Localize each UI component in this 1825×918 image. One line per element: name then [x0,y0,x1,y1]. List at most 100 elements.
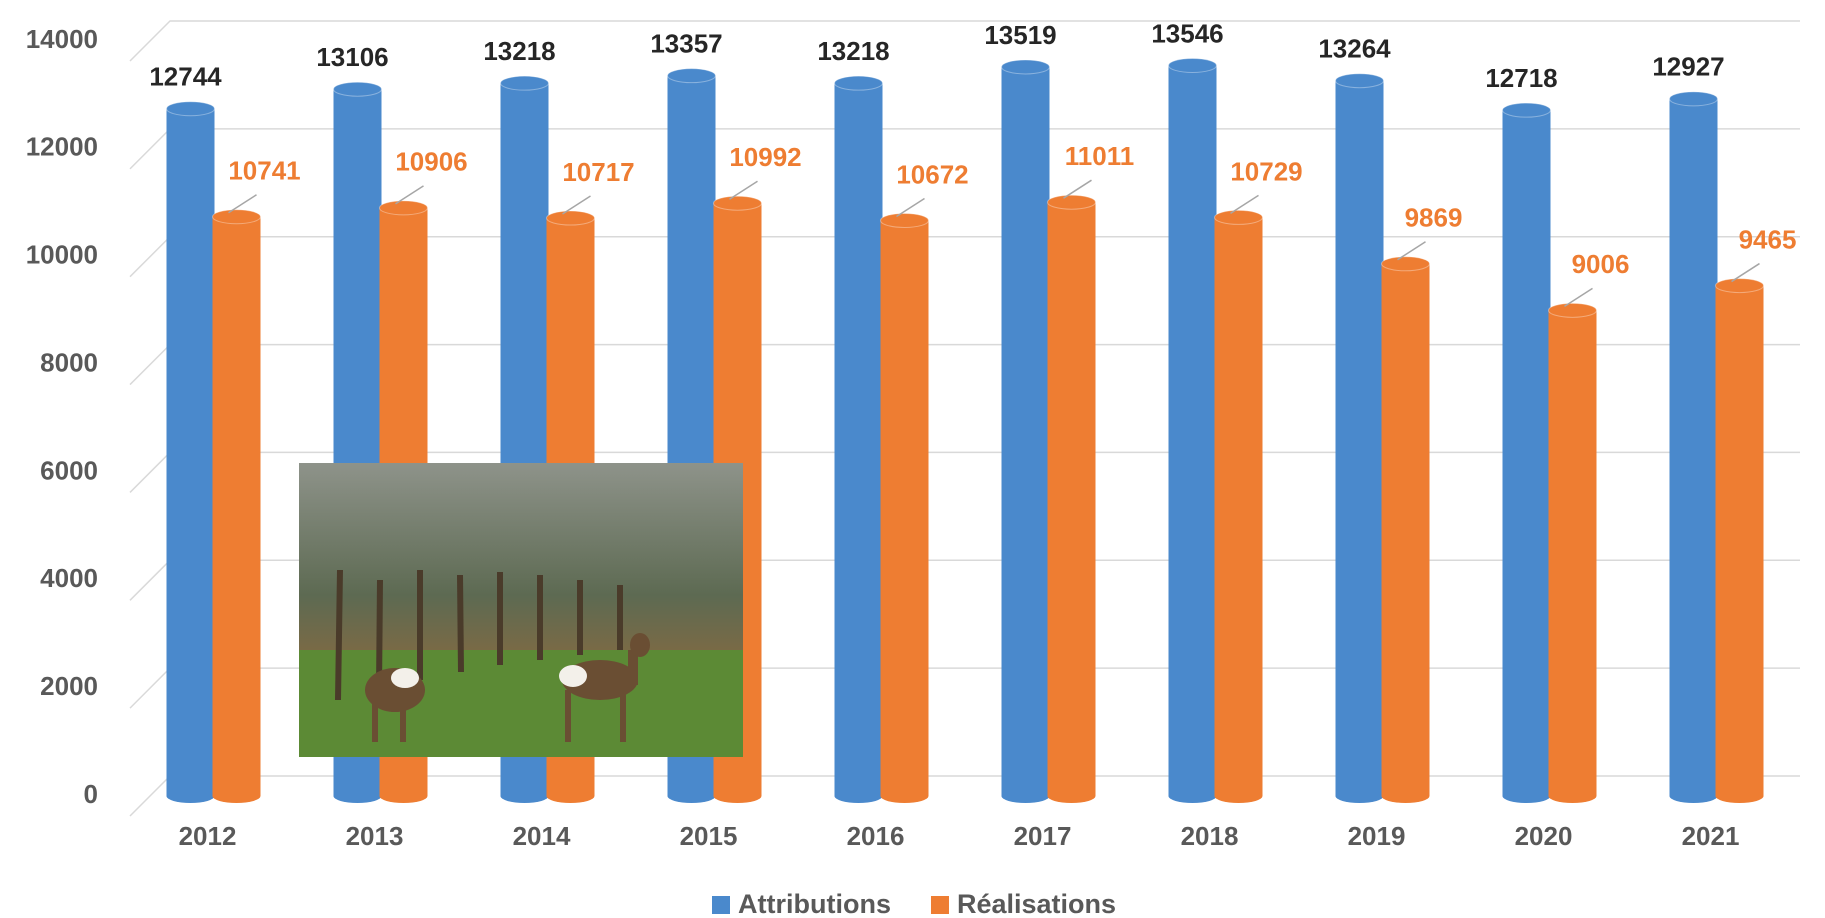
bar-body [1047,202,1096,804]
bar [1381,256,1430,804]
data-label: 12927 [1652,52,1724,82]
leader-line [395,185,424,205]
y-tick-label: 10000 [26,240,98,270]
bar [1168,57,1217,804]
bar [212,209,261,804]
bar [880,212,929,804]
leader-line [1230,194,1259,215]
x-tick-label: 2021 [1682,821,1740,851]
bar-top [212,209,261,225]
data-label: 13218 [817,36,889,66]
bar-top [546,210,595,226]
x-tick-label: 2017 [1014,821,1072,851]
legend-swatch [930,896,949,914]
data-label: 13357 [650,29,722,59]
data-label: 12718 [1485,63,1557,93]
bar [1001,59,1050,804]
bar-top [166,101,215,117]
data-label: 10729 [1230,156,1302,186]
bar-body [1715,285,1764,804]
photo-grass [299,650,743,757]
data-label: 10672 [896,159,968,189]
bar-body [1502,110,1551,804]
y-tick-label: 4000 [40,563,98,593]
bar-body [1381,263,1430,804]
data-label: 13519 [984,20,1056,50]
y-tick-label: 12000 [26,132,98,162]
bar-top [667,68,716,84]
bar [1502,102,1551,804]
x-tick-label: 2020 [1515,821,1573,851]
data-label: 10906 [395,147,467,177]
inset-photo [299,463,743,757]
bar-body [1168,65,1217,804]
photo-deer [365,633,650,742]
x-tick-label: 2015 [680,821,738,851]
data-label: 9869 [1405,203,1463,233]
leader-line [1564,287,1593,307]
y-tick-label: 0 [84,779,98,809]
labels: 0 2000 4000 6000 8000 10000 12000 14000 2012 1274… [26,18,1797,918]
bar-top [379,200,428,216]
leader-line [1063,179,1092,199]
leader-line [1397,241,1426,261]
bar-top [1214,209,1263,225]
bar-top [1669,91,1718,107]
data-label: 13546 [1151,18,1223,48]
bar [1669,91,1718,804]
x-tick-label: 2018 [1181,821,1239,851]
leader-line [729,180,758,200]
plot-area [129,20,1800,817]
leader-line [1731,262,1760,283]
bar-top [834,75,883,91]
legend-label: Attributions [738,889,891,918]
legend-swatch [712,896,730,914]
data-label: 9465 [1739,224,1797,254]
x-tick-label: 2012 [179,821,237,851]
y-tick-label: 14000 [26,24,98,54]
data-label: 12744 [149,62,222,92]
bar-body [834,83,883,804]
bar [1548,302,1597,804]
bar-top [1335,73,1384,89]
bar-body [1001,66,1050,804]
bar-body [212,216,261,804]
bar-body [1548,310,1597,804]
bar-top [1715,278,1764,294]
y-tick-label: 8000 [40,347,98,377]
data-label: 13264 [1318,34,1391,64]
data-label: 10717 [562,157,634,187]
bar-body [166,108,215,804]
bar-body [880,220,929,804]
bar-top [500,75,549,91]
bar [834,75,883,804]
bar-top [1548,302,1597,318]
leader-line [562,195,591,215]
bar-top [1502,102,1551,118]
x-tick-label: 2019 [1348,821,1406,851]
bar-top [333,81,382,97]
bar-top [1381,256,1430,272]
data-label: 13218 [483,36,555,66]
bar-top [1168,57,1217,73]
bar-body [1214,217,1263,804]
bar-body [1669,98,1718,804]
leader-line [896,197,925,218]
data-label: 11011 [1065,141,1134,171]
x-tick-label: 2016 [847,821,905,851]
bar-top [880,212,929,228]
data-label: 10741 [228,156,300,186]
data-label: 10992 [729,142,801,172]
x-tick-label: 2014 [513,821,571,851]
y-tick-label: 6000 [40,455,98,485]
bar-top [1001,59,1050,75]
bar-top [713,195,762,211]
bar [166,101,215,804]
bar-body [1335,80,1384,804]
bar [1214,209,1263,804]
bar-top [1047,194,1096,210]
data-label: 13106 [316,42,388,72]
data-label: 9006 [1572,249,1630,279]
